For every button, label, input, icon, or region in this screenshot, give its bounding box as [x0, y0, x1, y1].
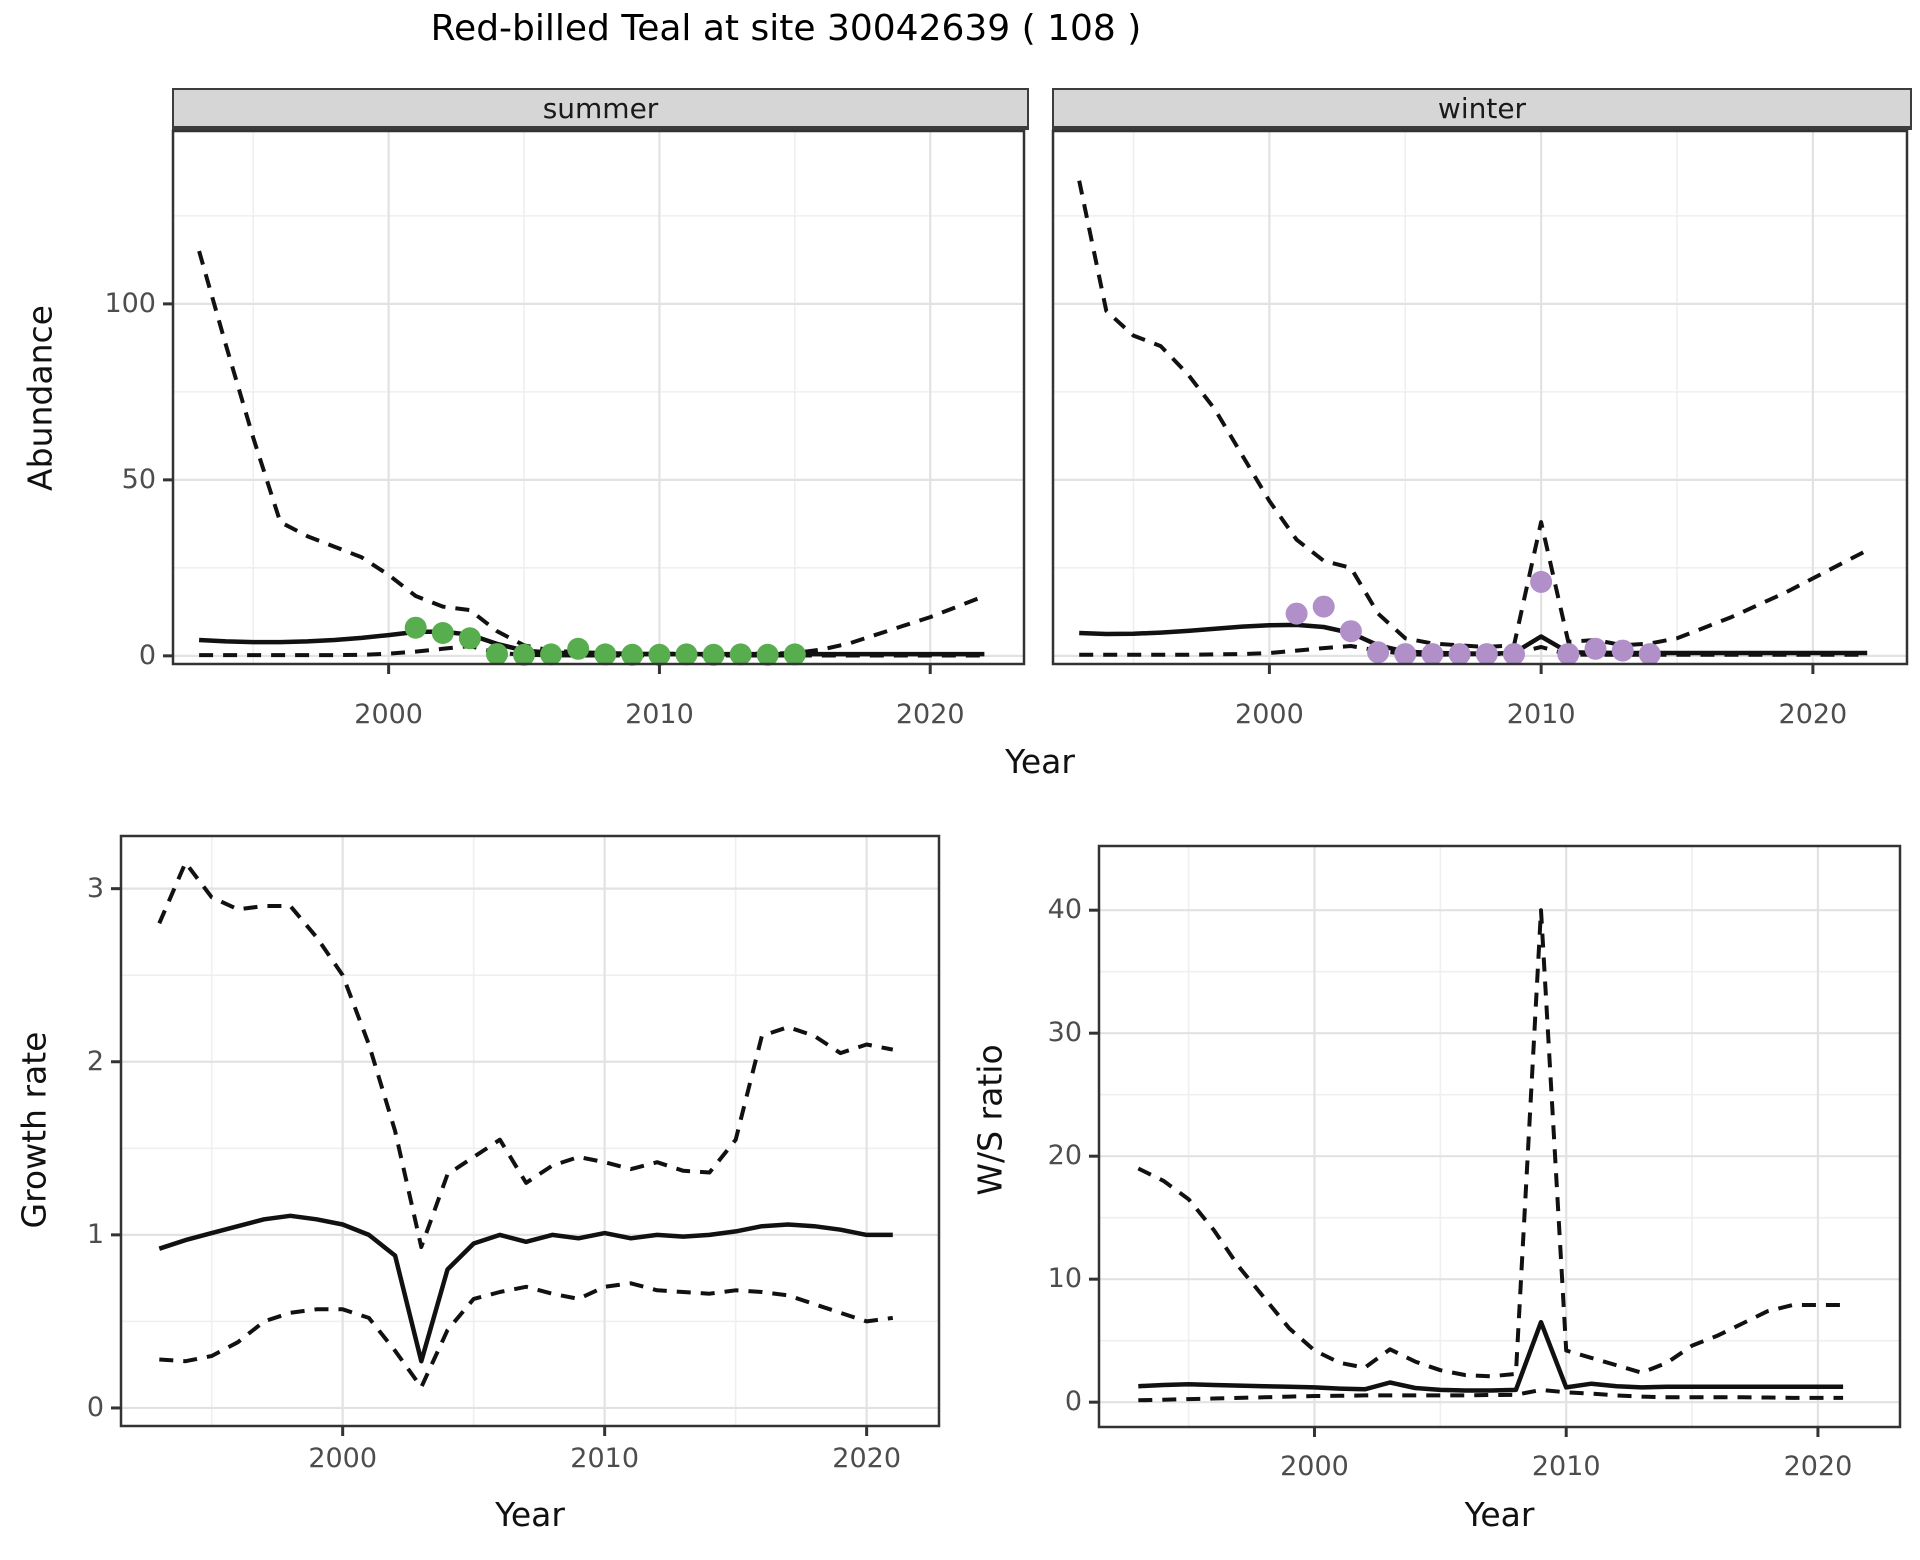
- panel-ws: [1089, 844, 1902, 1437]
- observation-point: [404, 616, 427, 639]
- observation-point: [486, 643, 508, 666]
- x-tick-label: 2000: [1235, 699, 1304, 730]
- facet-strip-summer: summer: [172, 88, 1029, 130]
- y-tick-label: 0: [86, 1391, 104, 1423]
- facet-strip-summer-label: summer: [542, 91, 659, 125]
- x-tick-label: 2020: [1778, 699, 1848, 730]
- observation-point: [783, 643, 806, 666]
- y-tick-label: 30: [1047, 1017, 1082, 1049]
- observation-point: [1285, 602, 1308, 625]
- x-tick-label: 2010: [570, 1443, 640, 1474]
- upper-ci-line: [1137, 908, 1844, 1379]
- observation-point: [540, 643, 563, 666]
- panel-background: [172, 130, 1025, 665]
- panel-background: [120, 835, 940, 1427]
- ws-axis-title: W/S ratio: [970, 1044, 1010, 1196]
- x-tick-label: 2000: [1280, 1451, 1349, 1482]
- x-tick-label: 2020: [895, 699, 965, 730]
- y-tick-label: 2: [86, 1045, 104, 1077]
- observation-point: [567, 637, 590, 660]
- panel-border: [1097, 844, 1902, 1429]
- y-tick-label: 1: [86, 1218, 104, 1250]
- year-axis-title-growth: Year: [495, 1495, 565, 1534]
- observation-point: [648, 643, 671, 666]
- observation-point: [431, 622, 454, 644]
- facet-strip-winter: winter: [1052, 88, 1912, 130]
- y-tick-label: 20: [1047, 1140, 1082, 1172]
- observation-point: [1557, 643, 1580, 666]
- panel-abundance-summer: [163, 129, 1026, 674]
- observation-point: [1367, 641, 1390, 664]
- x-tick-label: 2000: [354, 699, 423, 730]
- year-axis-title-top: Year: [1005, 742, 1075, 781]
- y-tick-label: 10: [1047, 1263, 1082, 1295]
- chart-title: Red-billed Teal at site 30042639 ( 108 ): [430, 8, 1142, 49]
- panel-background: [1098, 845, 1901, 1428]
- y-tick-label: 3: [86, 872, 104, 904]
- year-axis-title-ws: Year: [1464, 1495, 1535, 1534]
- upper-ci-line: [157, 860, 894, 1249]
- lower-ci-line: [199, 644, 985, 658]
- observation-point: [1638, 643, 1661, 666]
- observation-point: [702, 643, 725, 666]
- abundance-axis-title: Abundance: [20, 305, 60, 491]
- observation-point: [1611, 639, 1634, 662]
- observation-point: [1530, 570, 1553, 593]
- observation-point: [458, 627, 481, 650]
- facet-strip-winter-label: winter: [1437, 91, 1527, 125]
- y-tick-label: 100: [104, 287, 156, 319]
- x-tick-label: 2010: [1531, 1451, 1601, 1482]
- x-tick-label: 2020: [1783, 1451, 1853, 1482]
- y-tick-label: 40: [1047, 894, 1082, 926]
- observation-point: [621, 643, 644, 666]
- observation-point: [1448, 643, 1471, 666]
- observation-point: [1312, 595, 1335, 618]
- lower-ci-line: [1079, 644, 1868, 657]
- observation-point: [1339, 620, 1362, 643]
- observation-point: [1584, 637, 1607, 660]
- lower-ci-line: [1138, 1387, 1844, 1403]
- observation-point: [1394, 643, 1417, 666]
- observation-point: [1421, 643, 1444, 666]
- x-tick-label: 2000: [308, 1443, 378, 1474]
- observation-point: [1475, 643, 1498, 666]
- x-tick-label: 2020: [832, 1443, 901, 1474]
- panel-border: [1051, 129, 1909, 666]
- observation-point: [1503, 643, 1525, 666]
- x-tick-label: 2010: [1506, 699, 1576, 730]
- observation-point: [729, 643, 752, 666]
- panel-border: [119, 834, 941, 1428]
- lower-ci-line: [159, 1281, 894, 1390]
- panel-growth: [111, 834, 941, 1436]
- panel-background: [1052, 130, 1908, 665]
- x-tick-label: 2010: [625, 699, 694, 730]
- fit-line: [158, 1213, 893, 1364]
- y-tick-label: 0: [1064, 1386, 1082, 1418]
- y-tick-label: 0: [138, 639, 156, 671]
- fit-line: [1138, 1319, 1844, 1393]
- panel-border: [171, 129, 1026, 666]
- upper-ci-line: [1077, 180, 1869, 649]
- observation-point: [513, 643, 535, 666]
- panel-abundance-winter: [1051, 129, 1909, 674]
- observation-point: [675, 643, 698, 666]
- observation-point: [756, 643, 779, 666]
- y-tick-label: 50: [121, 463, 156, 495]
- observation-point: [594, 643, 617, 666]
